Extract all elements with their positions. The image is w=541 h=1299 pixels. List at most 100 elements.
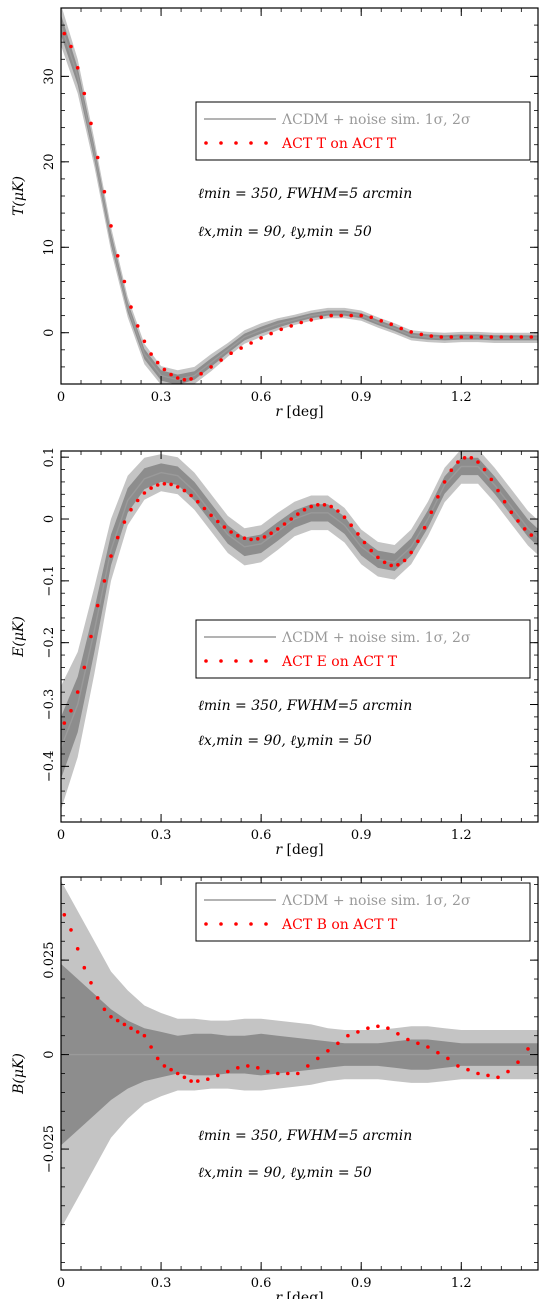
- data-point: [189, 377, 193, 381]
- data-point: [276, 527, 280, 531]
- data-point: [429, 510, 434, 514]
- legend-dot-swatch: [219, 922, 223, 926]
- data-point: [142, 491, 147, 495]
- data-point: [262, 535, 267, 539]
- data-point: [306, 1064, 310, 1068]
- data-point: [316, 503, 320, 507]
- y-tick-label: −0.3: [42, 689, 57, 721]
- data-point: [409, 550, 414, 555]
- data-point: [496, 488, 500, 493]
- data-point: [189, 1079, 193, 1083]
- data-point: [169, 482, 173, 487]
- data-point: [149, 352, 153, 356]
- data-point: [342, 515, 347, 519]
- data-point: [129, 1026, 133, 1030]
- data-point: [122, 520, 127, 524]
- legend-entry-data: ACT E on ACT T: [281, 654, 398, 670]
- data-point: [479, 335, 484, 339]
- legend-box: [195, 101, 531, 161]
- data-point: [316, 1056, 320, 1061]
- data-point: [216, 519, 220, 524]
- data-point: [249, 537, 253, 542]
- x-tick-label: 0: [57, 828, 65, 843]
- sim-mean-line: [61, 465, 538, 749]
- data-point: [69, 708, 73, 713]
- legend-dot-swatch: [234, 141, 238, 145]
- data-point: [202, 506, 207, 511]
- data-point: [236, 533, 240, 538]
- data-point: [162, 482, 167, 486]
- data-point: [169, 372, 173, 377]
- x-tick-label: 1.2: [451, 1276, 472, 1291]
- plot-frame: [60, 450, 539, 823]
- data-point: [456, 1064, 460, 1068]
- data-point: [369, 315, 374, 320]
- data-point: [409, 330, 414, 334]
- panel-1: 0 0.3 0.6 0.9 1.2 0 10 20 30 r [deg] T(μK) ΛCDM + n…: [11, 7, 539, 420]
- data-point: [219, 358, 223, 362]
- data-point: [359, 313, 364, 318]
- data-point: [169, 1067, 173, 1072]
- data-point: [135, 324, 140, 328]
- data-point: [319, 315, 324, 320]
- legend-entry-sim: ΛCDM + noise sim. 1σ, 2σ: [281, 893, 471, 909]
- plot-area: [61, 880, 538, 1229]
- data-point: [389, 322, 394, 327]
- panel-3: 0 0.3 0.6 0.9 1.2 −0.025 0 0.025 r [deg] B(μK) ΛCD…: [11, 876, 539, 1299]
- y-tick-label: 30: [42, 68, 57, 85]
- legend-dot-swatch: [204, 922, 208, 926]
- data-point: [426, 1045, 430, 1049]
- legend-dot-swatch: [264, 141, 268, 145]
- data-point: [209, 365, 213, 369]
- data-point: [489, 477, 494, 482]
- x-tick-label: 1.2: [451, 390, 472, 405]
- legend-dot-swatch: [219, 141, 223, 145]
- data-point: [389, 563, 394, 568]
- data-point: [416, 1041, 420, 1046]
- data-point: [149, 486, 153, 490]
- legend-dot-swatch: [249, 659, 253, 663]
- data-point: [399, 326, 404, 331]
- data-point: [206, 1077, 210, 1081]
- data-point: [296, 512, 300, 516]
- x-tick-label: 0.3: [151, 390, 172, 405]
- data-point: [289, 517, 294, 521]
- data-point: [356, 1030, 360, 1034]
- data-point: [115, 1018, 120, 1023]
- y-axis-label: T(μK): [11, 176, 27, 216]
- data-point: [469, 456, 474, 460]
- data-point: [216, 1073, 220, 1078]
- data-point: [255, 537, 260, 541]
- data-point: [299, 320, 304, 325]
- y-tick-label: 20: [42, 154, 57, 171]
- data-point: [329, 504, 334, 509]
- annotation-lmin-fwhm: ℓmin = 350, FWHM=5 arcmin: [198, 186, 412, 202]
- data-point: [349, 523, 354, 527]
- data-point: [149, 1045, 153, 1049]
- data-point: [376, 555, 380, 560]
- y-axis-label: B(μK): [11, 1053, 27, 1095]
- data-point: [75, 66, 80, 70]
- legend-dot-swatch: [204, 141, 208, 145]
- data-point: [102, 1007, 107, 1012]
- data-point: [196, 499, 200, 504]
- data-point: [155, 483, 160, 487]
- data-point: [155, 1056, 160, 1061]
- data-point: [259, 336, 263, 340]
- data-point: [349, 313, 354, 318]
- legend-dot-swatch: [219, 659, 223, 663]
- annotation-lmin-fwhm: ℓmin = 350, FWHM=5 arcmin: [198, 698, 412, 714]
- data-point: [282, 522, 287, 526]
- data-point: [182, 488, 187, 493]
- x-tick-label: 0.3: [151, 1276, 172, 1291]
- x-tick-label: 0.9: [351, 828, 372, 843]
- data-point: [109, 224, 113, 228]
- data-point: [286, 1071, 290, 1076]
- data-point: [129, 305, 133, 309]
- data-point: [309, 504, 314, 509]
- data-point: [369, 548, 374, 553]
- x-tick-label: 0: [57, 1276, 65, 1291]
- data-point: [69, 44, 73, 49]
- y-tick-label: −0.1: [42, 565, 57, 597]
